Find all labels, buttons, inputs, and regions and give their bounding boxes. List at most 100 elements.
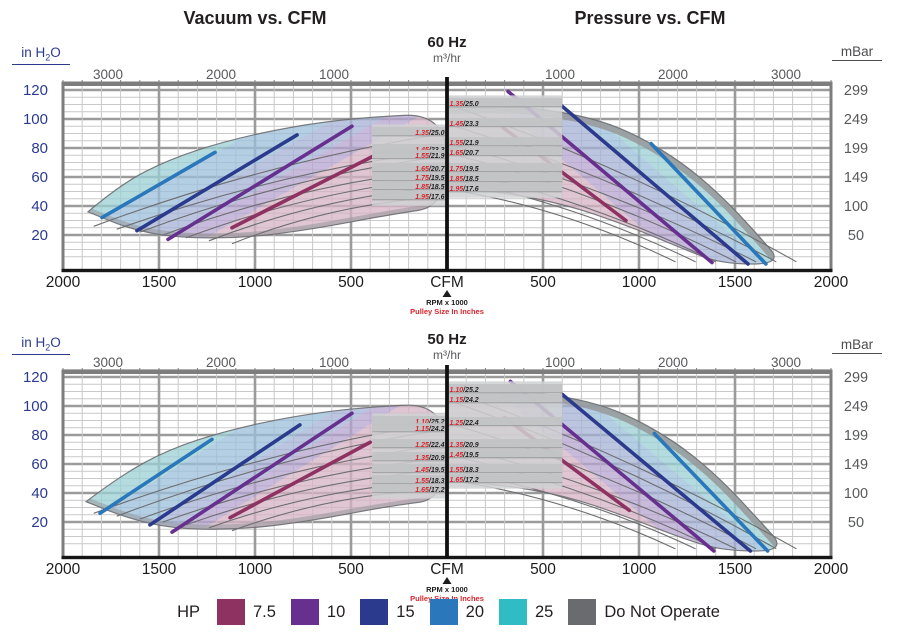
m3hr-tick: 3000: [93, 355, 123, 370]
m3hr-tick: 3000: [771, 355, 801, 370]
m3hr-tick: 1000: [545, 67, 575, 82]
pulley-rpm-label: 1.35/25.0: [450, 101, 479, 108]
chart2-left-axis-header: in H2O: [12, 335, 70, 355]
band-hp-15: [486, 106, 775, 264]
hp-15-line-pressure: [558, 102, 750, 266]
mbar-tick: 249: [844, 112, 868, 128]
mbar-tick: 50: [848, 515, 864, 531]
plot-right-border: [829, 372, 833, 557]
rpm-axis-label: RPM x 1000: [426, 298, 468, 307]
cfm-tick: 2000: [46, 561, 81, 578]
chart1-top-axis-unit: m³/hr: [433, 51, 461, 65]
chart1-right-axis-header: mBar: [832, 44, 882, 61]
cfm-tick: 1000: [622, 274, 657, 291]
cfm-tick: 1500: [718, 561, 753, 578]
pulley-rpm-label: 1.55/21.9: [450, 140, 479, 147]
chart2-frequency-label: 50 Hz: [427, 331, 467, 348]
pulley-rpm-label: 1.65/20.7: [450, 150, 480, 157]
legend-label: 15: [396, 602, 415, 621]
pulley-rpm-label: 1.15/24.2: [450, 397, 479, 404]
inh2o-tick: 120: [23, 369, 48, 386]
pulley-rpm-label: 1.85/18.5: [415, 184, 444, 191]
hp-10-line-vacuum: [170, 411, 354, 534]
inh2o-tick: 20: [31, 514, 48, 531]
legend-label: Do Not Operate: [604, 602, 720, 621]
pulley-rpm-label: 1.65/17.2: [450, 477, 479, 484]
pulley-rpm-label: 1.10/25.2: [450, 387, 479, 394]
band-hp-20: [87, 115, 424, 238]
cfm-tick: 500: [530, 561, 556, 578]
inh2o-tick: 100: [23, 398, 48, 415]
hp-7.5-line-vacuum: [230, 153, 377, 230]
rpm-axis-label: RPM x 1000: [426, 585, 468, 594]
pulley-rpm-label: 1.35/20.9: [450, 442, 479, 449]
chart-50hz: 1.10/25.21.15/24.21.25/22.41.35/20.91.45…: [23, 355, 868, 603]
mbar-tick: 199: [844, 141, 868, 157]
chart1-frequency-label: 60 Hz: [427, 34, 467, 51]
cfm-axis-label: CFM: [430, 561, 464, 578]
vacuum-label-block: 1.35/25.01.45/23.31.55/21.91.65/20.71.75…: [372, 124, 447, 206]
axis-labels: 3000 3000 2000 2000 1000 1000 2000 2000 1500 1500…: [23, 67, 868, 316]
hp-20-line-vacuum: [98, 437, 214, 516]
legend-items: 7.5 10 15 20 25 Do Not Operate: [202, 599, 720, 625]
cfm-tick: 1000: [238, 274, 273, 291]
legend-label: 7.5: [252, 602, 276, 621]
inh2o-tick: 60: [31, 456, 48, 473]
pulley-rpm-label: 1.25/22.4: [415, 442, 444, 449]
chart1-left-axis-header: in H2O: [12, 45, 70, 65]
mbar-tick: 149: [844, 170, 868, 186]
left-axis-subscript: 2: [45, 52, 51, 63]
pressure-label-block: 1.35/25.0 1.45/23.3 1.55/21.9 1.65/20.7 1.75…: [447, 95, 563, 198]
mbar-tick: 50: [848, 228, 864, 244]
pulley-axis-label: Pulley Size In Inches: [410, 307, 484, 316]
vacuum-chart-title: Vacuum vs. CFM: [183, 8, 327, 28]
pulley-rpm-label: 1.45/23.3: [450, 121, 479, 128]
m3hr-tick: 1000: [545, 355, 575, 370]
left-axis-text: in H: [21, 45, 46, 60]
pulley-rpm-label: 1.75/19.5: [415, 175, 444, 182]
pulley-rpm-label: 1.65/20.7: [415, 166, 445, 173]
cfm-tick: 2000: [46, 274, 81, 291]
pulley-axis-label: Pulley Size In Inches: [410, 594, 484, 603]
legend-swatch-20: [429, 599, 458, 625]
chart-60hz: 1.35/25.0 1.45/23.3 1.55/21.9 1.65/20.7 1.75…: [23, 67, 868, 316]
mbar-tick: 199: [844, 428, 868, 444]
hp-15-line-pressure: [560, 392, 753, 553]
pulley-rpm-label: 1.15/24.2: [415, 426, 444, 433]
legend-swatch-7.5: [216, 599, 245, 625]
inh2o-tick: 120: [23, 82, 48, 99]
mbar-tick: 249: [844, 399, 868, 415]
pulley-rpm-label: 1.55/18.3: [415, 478, 444, 485]
mbar-tick: 299: [844, 370, 868, 386]
plot-left-border: [61, 372, 65, 557]
m3hr-tick: 1000: [319, 355, 349, 370]
cfm-pointer-triangle: [442, 290, 452, 297]
m3hr-tick: 2000: [206, 67, 236, 82]
inh2o-tick: 80: [31, 140, 48, 157]
cfm-tick: 500: [338, 274, 364, 291]
hp-10-line-vacuum: [166, 124, 354, 242]
legend: HP 7.5 10 15 20 25 Do Not Operate: [0, 599, 897, 625]
hp-7.5-line-vacuum: [228, 440, 373, 520]
plot-left-border: [61, 84, 65, 270]
mbar-tick: 299: [844, 83, 868, 99]
pressure-label-block: 1.10/25.2 1.15/24.2 1.25/22.4 1.35/20.9 1.45…: [447, 381, 563, 489]
m3hr-tick: 3000: [771, 67, 801, 82]
cfm-tick: 1000: [238, 561, 273, 578]
cfm-tick: 2000: [814, 274, 849, 291]
vacuum-label-block: 1.10/25.21.15/24.2 1.25/22.4 1.35/20.9 1.45…: [372, 413, 447, 499]
hp-20-line-pressure: [652, 431, 770, 553]
inh2o-tick: 80: [31, 427, 48, 444]
legend-swatch-25: [499, 599, 527, 625]
legend-label: 20: [465, 602, 484, 621]
cfm-tick: 2000: [814, 561, 849, 578]
legend-label: 10: [326, 602, 346, 621]
m3hr-tick: 3000: [93, 67, 123, 82]
pulley-rpm-label: 1.55/21.9: [415, 153, 444, 160]
left-axis-text-end: O: [50, 45, 61, 60]
axis-labels: 3000 3000 2000 2000 1000 1000 2000 2000 1500 1500…: [23, 355, 868, 603]
cfm-tick: 500: [338, 561, 364, 578]
pulley-rpm-label: 1.35/25.0: [415, 130, 444, 137]
legend-hp-label: HP: [177, 602, 200, 621]
